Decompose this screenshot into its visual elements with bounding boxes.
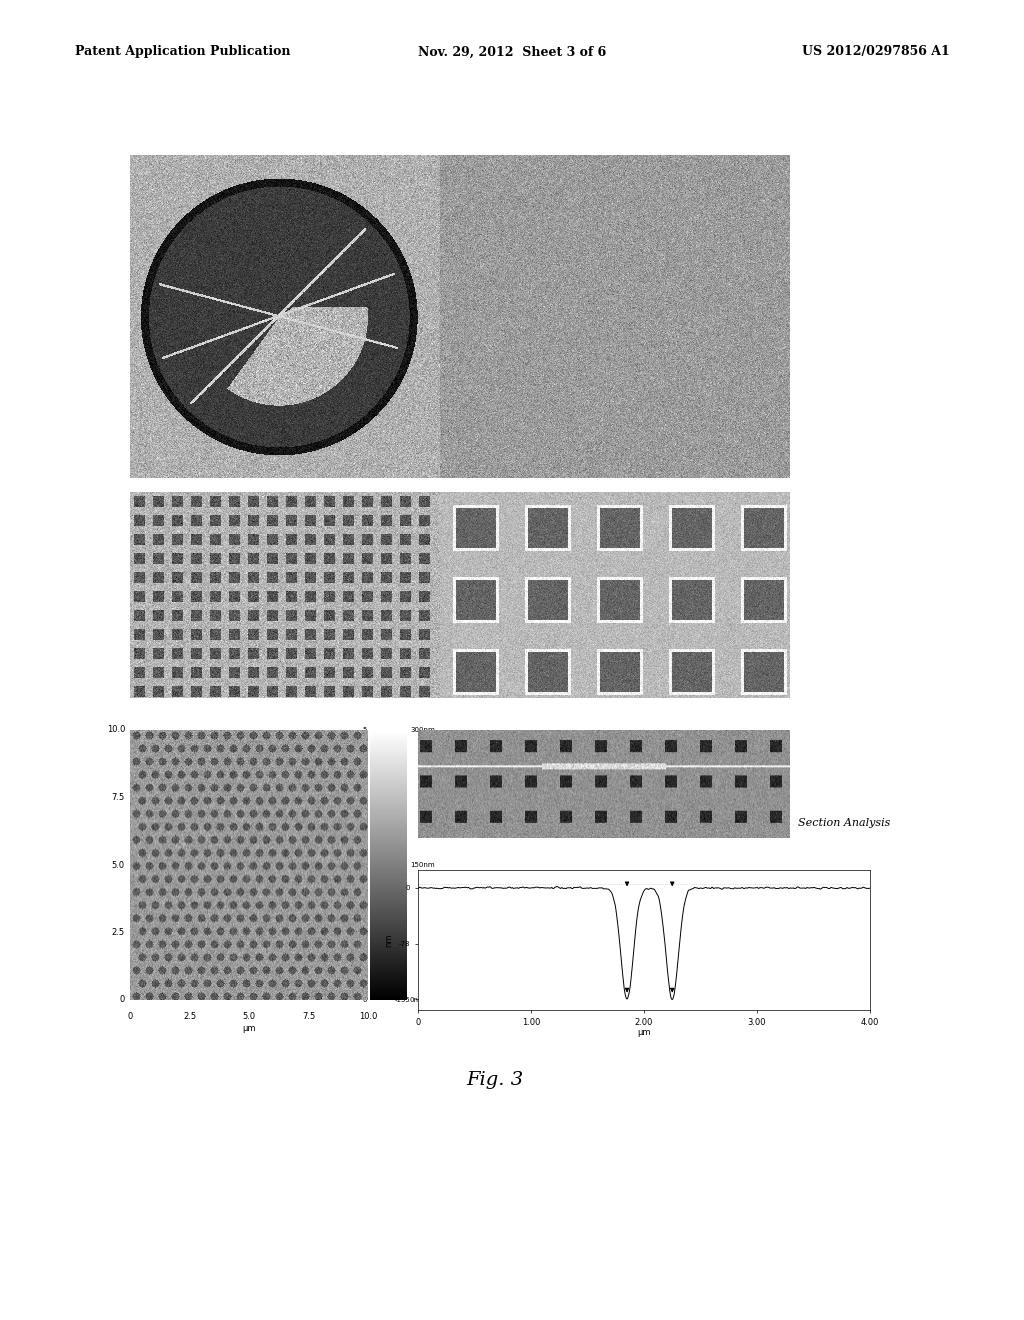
Text: 2: 2 [362,888,367,895]
Text: 0: 0 [362,997,367,1003]
Text: Fig. 3: Fig. 3 [467,1071,523,1089]
Text: 7.5: 7.5 [302,1012,315,1020]
Text: 4: 4 [362,781,367,787]
Text: Nov. 29, 2012  Sheet 3 of 6: Nov. 29, 2012 Sheet 3 of 6 [418,45,606,58]
Text: Patent Application Publication: Patent Application Publication [75,45,291,58]
Text: nm: nm [355,737,367,743]
Text: US 2012/0297856 A1: US 2012/0297856 A1 [802,45,950,58]
Text: μm: μm [243,1024,256,1034]
Text: 0nm: 0nm [410,997,426,1003]
Text: 5: 5 [362,727,367,733]
Y-axis label: nm: nm [384,933,393,946]
Text: 5.0: 5.0 [243,1012,256,1020]
Text: 300nm: 300nm [410,727,435,733]
Text: 2.5: 2.5 [183,1012,196,1020]
Text: 3: 3 [362,836,367,841]
Text: 10.0: 10.0 [358,1012,377,1020]
Text: 5.0: 5.0 [112,861,125,870]
Text: 150nm: 150nm [410,862,434,869]
Text: 10.0: 10.0 [106,726,125,734]
Text: WD     HV      mag                              1 μm: WD HV mag 1 μm [447,479,551,484]
Text: 0: 0 [127,1012,133,1020]
Text: 1: 1 [362,942,367,949]
Text: 5.5 mm | 15.00 kV | 6.40 μm | 10,000 x          85          5.5 nm | 15.00 kV | : 5.5 mm | 15.00 kV | 6.40 μm | 10,000 x 8… [143,696,395,702]
X-axis label: μm: μm [637,1028,650,1038]
Text: Section Analysis: Section Analysis [798,818,891,828]
Text: 7.5: 7.5 [112,793,125,803]
Text: 2.5: 2.5 [112,928,125,937]
Text: 0: 0 [120,995,125,1005]
